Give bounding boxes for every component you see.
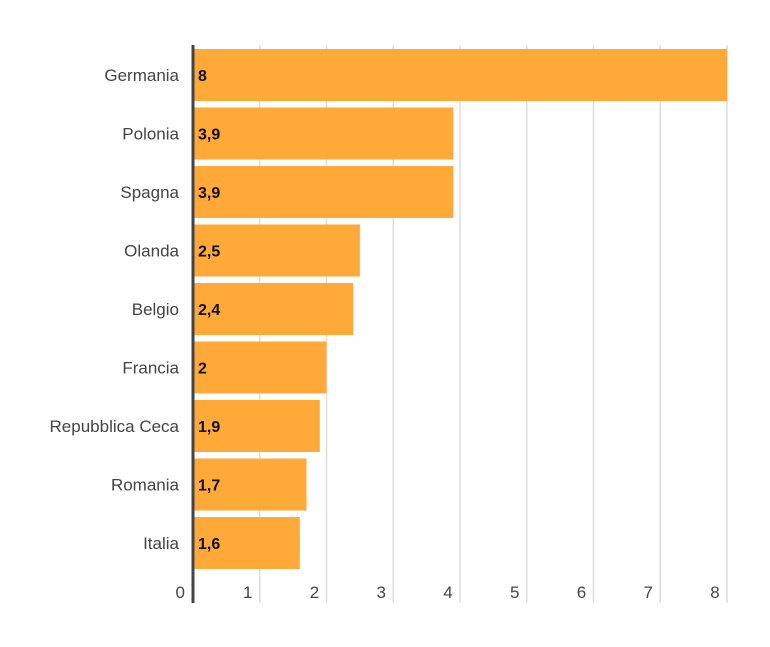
data-label: 1,6	[198, 536, 220, 553]
bar	[193, 283, 354, 335]
category-labels: Germania Polonia Spagna Olanda Belgio Francia…	[50, 66, 180, 553]
category-label: Italia	[143, 534, 179, 553]
x-tick-label: 5	[510, 583, 519, 602]
x-tick-label: 7	[644, 583, 653, 602]
bar	[193, 166, 454, 218]
x-tick-labels: 0 1 2 3 4 5 6 7 8	[176, 583, 720, 602]
category-label: Repubblica Ceca	[50, 417, 180, 436]
bar	[193, 341, 327, 394]
bar	[193, 400, 320, 452]
x-tick-label: 3	[377, 583, 386, 602]
data-label: 1,7	[198, 478, 220, 495]
data-labels: 8 3,9 3,9 2,5 2,4 2 1,9 1,7 1,6	[198, 68, 220, 553]
bar	[193, 458, 307, 511]
bar	[193, 224, 360, 277]
x-tick-label: 8	[710, 583, 719, 602]
bar	[193, 107, 454, 160]
x-tick-label: 6	[577, 583, 586, 602]
category-label: Spagna	[120, 183, 179, 202]
data-label: 3,9	[198, 127, 220, 144]
category-label: Francia	[122, 359, 179, 378]
x-tick-label: 4	[443, 583, 452, 602]
bar	[193, 517, 300, 569]
category-label: Olanda	[124, 242, 179, 261]
category-label: Belgio	[132, 300, 179, 319]
category-label: Polonia	[122, 125, 179, 144]
data-label: 2,5	[198, 244, 220, 261]
data-label: 1,9	[198, 419, 220, 436]
data-label: 3,9	[198, 185, 220, 202]
bar	[193, 49, 727, 101]
data-label: 8	[198, 68, 207, 85]
x-tick-label: 2	[310, 583, 319, 602]
category-label: Romania	[111, 476, 180, 495]
category-label: Germania	[104, 66, 179, 85]
data-label: 2	[198, 361, 207, 378]
x-tick-label: 0	[176, 583, 185, 602]
x-tick-label: 1	[243, 583, 252, 602]
bars	[193, 49, 727, 569]
data-label: 2,4	[198, 302, 220, 319]
